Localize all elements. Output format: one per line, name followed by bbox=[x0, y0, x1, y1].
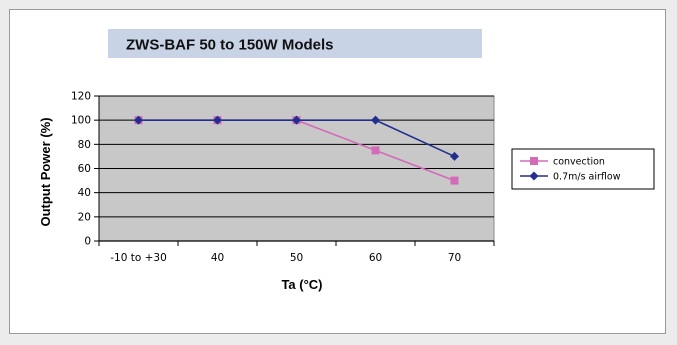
data-point-series-1 bbox=[371, 146, 380, 155]
chart-title: ZWS-BAF 50 to 150W Models bbox=[126, 37, 334, 54]
data-point-series-2 bbox=[292, 115, 301, 125]
title-banner bbox=[108, 29, 482, 58]
data-point-series-2 bbox=[213, 115, 222, 125]
y-tick-label: 40 bbox=[78, 187, 91, 199]
legend: convection 0.7m/s airflow bbox=[511, 148, 655, 190]
legend-swatch-marker bbox=[529, 171, 539, 181]
line-chart: ZWS-BAF 50 to 150W Models 0 20 40 60 80 100 12… bbox=[38, 29, 655, 292]
y-tick-label: 120 bbox=[71, 91, 91, 103]
y-tick-label: 60 bbox=[78, 163, 91, 175]
figure-frame: ZWS-BAF 50 to 150W Models 0 20 40 60 80 100 12… bbox=[9, 9, 666, 334]
x-tick-label: 60 bbox=[369, 252, 382, 264]
data-point-series-1 bbox=[450, 176, 459, 185]
legend-swatch-marker bbox=[530, 157, 538, 165]
y-axis: 0 20 40 60 80 100 120 bbox=[71, 91, 100, 248]
x-tick-label: 40 bbox=[211, 252, 224, 264]
data-point-series-2 bbox=[450, 151, 459, 161]
y-tick-label: 0 bbox=[84, 236, 91, 248]
legend-label: convection bbox=[553, 157, 605, 168]
x-tick-label: -10 to +30 bbox=[110, 252, 167, 264]
x-tick-label: 70 bbox=[448, 252, 461, 264]
y-tick-label: 20 bbox=[78, 211, 91, 223]
data-point-series-2 bbox=[134, 115, 143, 125]
series-markers bbox=[134, 115, 459, 185]
y-axis-title: Output Power (%) bbox=[38, 117, 53, 226]
x-axis: -10 to +30 40 50 60 70 bbox=[98, 240, 495, 264]
legend-box bbox=[511, 148, 655, 190]
y-tick-label: 80 bbox=[78, 139, 91, 151]
legend-label: 0.7m/s airflow bbox=[553, 172, 621, 183]
x-tick-label: 50 bbox=[290, 252, 303, 264]
x-axis-title: Ta (°C) bbox=[281, 277, 322, 292]
y-tick-label: 100 bbox=[71, 115, 91, 127]
data-point-series-2 bbox=[371, 115, 380, 125]
